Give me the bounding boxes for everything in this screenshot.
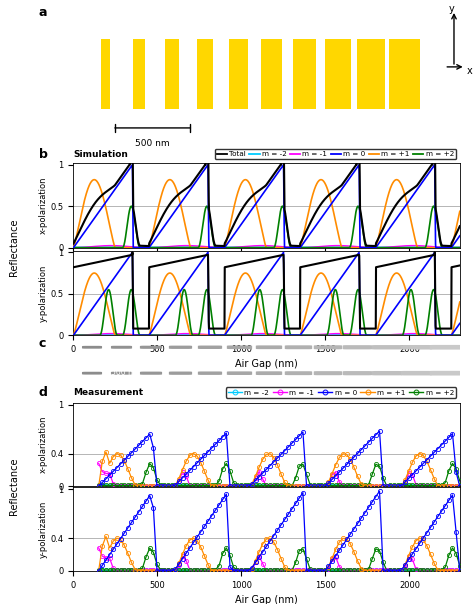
FancyBboxPatch shape: [401, 345, 432, 350]
Y-axis label: x-polarization: x-polarization: [39, 416, 48, 474]
FancyBboxPatch shape: [285, 345, 312, 349]
Bar: [325, 39, 351, 109]
FancyBboxPatch shape: [227, 371, 252, 375]
Text: Reflectance: Reflectance: [9, 219, 19, 277]
Text: a: a: [39, 6, 47, 19]
Y-axis label: x-polarization: x-polarization: [39, 176, 48, 234]
Bar: [100, 39, 110, 109]
Text: 500 nm: 500 nm: [111, 368, 140, 378]
FancyBboxPatch shape: [256, 345, 282, 349]
FancyBboxPatch shape: [198, 371, 222, 375]
Y-axis label: y-polarization: y-polarization: [39, 265, 48, 321]
Bar: [389, 39, 419, 109]
FancyBboxPatch shape: [82, 346, 102, 349]
X-axis label: Air Gap (nm): Air Gap (nm): [235, 359, 298, 370]
FancyBboxPatch shape: [285, 371, 312, 375]
FancyBboxPatch shape: [343, 345, 372, 349]
FancyBboxPatch shape: [111, 371, 132, 374]
FancyBboxPatch shape: [401, 371, 432, 376]
FancyBboxPatch shape: [372, 345, 402, 350]
Text: y: y: [448, 4, 454, 14]
Text: Measurement: Measurement: [73, 388, 144, 397]
FancyBboxPatch shape: [372, 371, 402, 375]
Text: Reflectance: Reflectance: [9, 457, 19, 515]
FancyBboxPatch shape: [429, 345, 462, 350]
FancyBboxPatch shape: [111, 345, 132, 349]
FancyBboxPatch shape: [343, 371, 372, 375]
Text: 500 nm: 500 nm: [136, 140, 170, 149]
Text: c: c: [39, 338, 46, 350]
Bar: [197, 39, 213, 109]
FancyBboxPatch shape: [140, 345, 162, 349]
Text: d: d: [39, 386, 47, 399]
FancyBboxPatch shape: [82, 371, 102, 374]
FancyBboxPatch shape: [314, 345, 342, 349]
Bar: [293, 39, 317, 109]
FancyBboxPatch shape: [140, 371, 162, 374]
Legend: Total, m = -2, m = -1, m = 0, m = +1, m = +2: Total, m = -2, m = -1, m = 0, m = +1, m …: [215, 149, 456, 159]
Text: x: x: [467, 66, 473, 76]
Bar: [357, 39, 385, 109]
Bar: [261, 39, 282, 109]
Bar: [133, 39, 145, 109]
FancyBboxPatch shape: [256, 371, 282, 375]
FancyBboxPatch shape: [429, 371, 462, 376]
Bar: [229, 39, 248, 109]
FancyBboxPatch shape: [227, 345, 252, 349]
X-axis label: Air Gap (nm): Air Gap (nm): [235, 595, 298, 604]
Text: b: b: [39, 147, 47, 161]
Text: Simulation: Simulation: [73, 150, 128, 158]
Bar: [164, 39, 179, 109]
Y-axis label: y-polarization: y-polarization: [39, 501, 48, 557]
Legend: m = -2, m = -1, m = 0, m = +1, m = +2: m = -2, m = -1, m = 0, m = +1, m = +2: [226, 387, 456, 398]
FancyBboxPatch shape: [198, 345, 222, 349]
FancyBboxPatch shape: [169, 345, 192, 349]
FancyBboxPatch shape: [314, 371, 342, 375]
FancyBboxPatch shape: [169, 371, 192, 375]
